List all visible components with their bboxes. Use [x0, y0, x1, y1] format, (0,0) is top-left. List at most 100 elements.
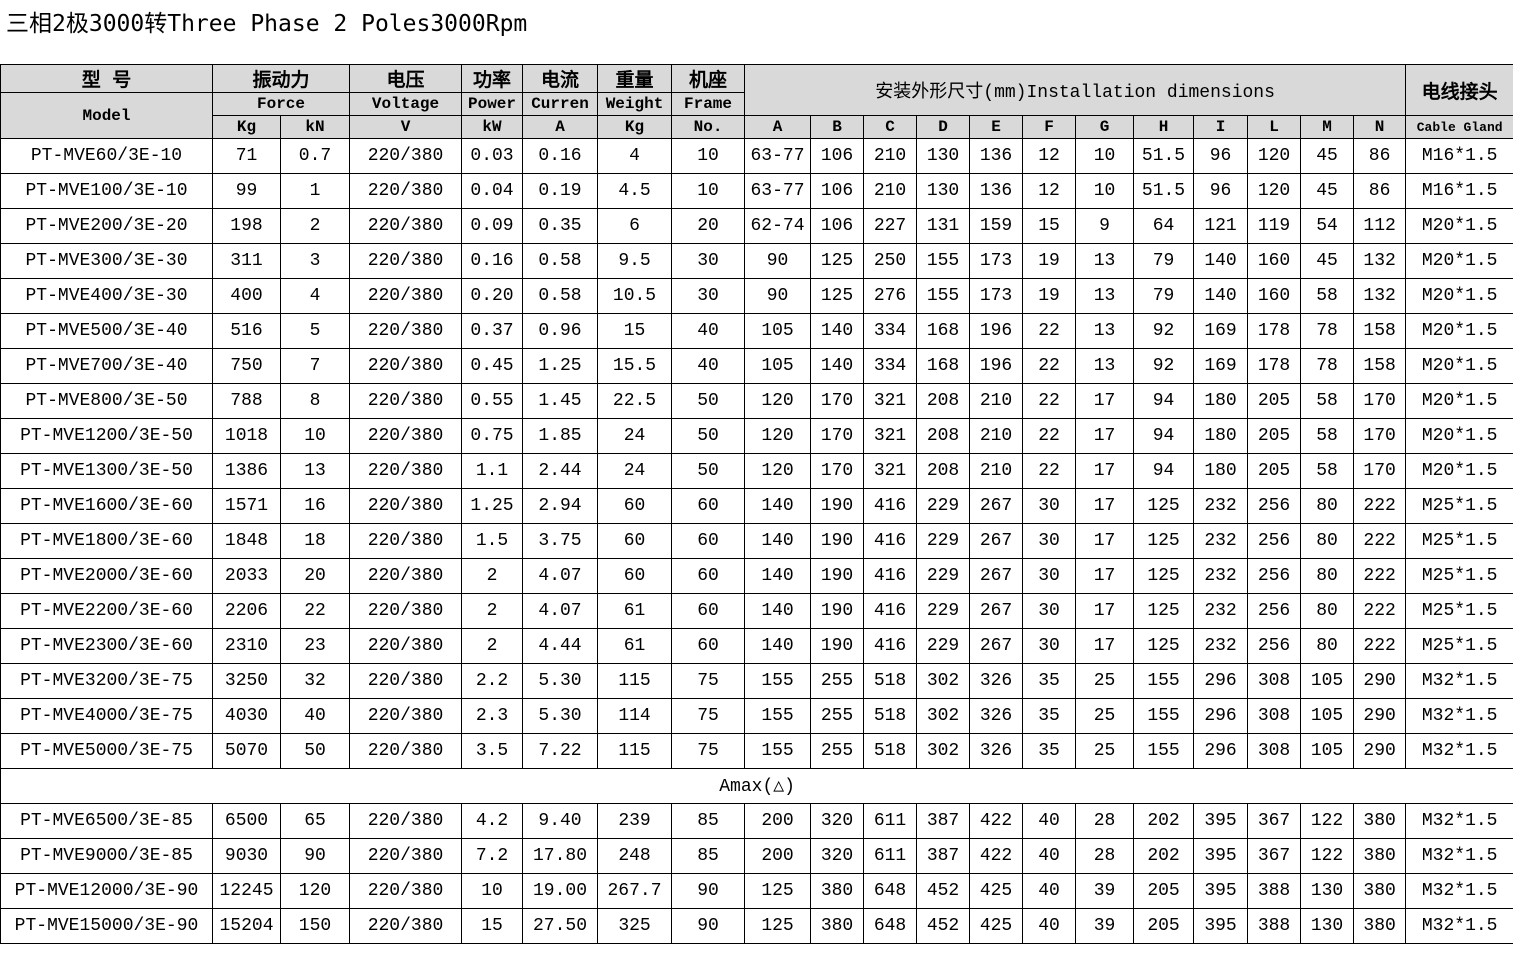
- value-cell: 17: [1075, 488, 1135, 524]
- value-cell: 256: [1247, 488, 1302, 524]
- value-cell: 22: [1022, 418, 1077, 454]
- value-cell: 120: [1247, 173, 1302, 209]
- value-cell: 452: [916, 908, 971, 944]
- value-cell: 232: [1193, 628, 1249, 664]
- value-cell: 267.7: [597, 873, 673, 909]
- value-cell: 416: [863, 523, 918, 559]
- value-cell: 61: [597, 628, 673, 664]
- value-cell: 58: [1300, 278, 1355, 314]
- value-cell: M20*1.5: [1405, 243, 1513, 279]
- value-cell: 0.19: [522, 173, 599, 209]
- value-cell: 125: [744, 908, 812, 944]
- value-cell: 155: [916, 278, 971, 314]
- value-cell: 80: [1300, 558, 1355, 594]
- value-cell: 3250: [212, 663, 281, 699]
- value-cell: 60: [671, 593, 746, 629]
- value-cell: 222: [1353, 558, 1407, 594]
- header-dim-i: I: [1193, 115, 1249, 139]
- value-cell: 120: [744, 418, 812, 454]
- value-cell: 17: [1075, 418, 1135, 454]
- value-cell: 308: [1247, 698, 1302, 734]
- value-cell: 9: [1075, 208, 1135, 244]
- value-cell: 220/380: [349, 663, 463, 699]
- value-cell: M25*1.5: [1405, 628, 1513, 664]
- value-cell: 208: [916, 383, 971, 419]
- value-cell: 85: [671, 803, 746, 839]
- value-cell: 19: [1022, 243, 1077, 279]
- header-voltage-en: Voltage: [349, 92, 463, 116]
- value-cell: 40: [671, 348, 746, 384]
- value-cell: 54: [1300, 208, 1355, 244]
- value-cell: M20*1.5: [1405, 383, 1513, 419]
- value-cell: 202: [1133, 838, 1195, 874]
- value-cell: 60: [597, 488, 673, 524]
- value-cell: 8: [279, 383, 351, 419]
- value-cell: 62-74: [744, 208, 812, 244]
- model-cell: PT-MVE700/3E-40: [0, 348, 213, 384]
- value-cell: 51.5: [1133, 173, 1195, 209]
- value-cell: 24: [597, 453, 673, 489]
- value-cell: 10: [1075, 173, 1135, 209]
- value-cell: M32*1.5: [1405, 908, 1513, 944]
- value-cell: 4.2: [461, 803, 524, 839]
- value-cell: M32*1.5: [1405, 663, 1513, 699]
- value-cell: 321: [863, 418, 918, 454]
- value-cell: 267: [969, 523, 1024, 559]
- value-cell: 125: [744, 873, 812, 909]
- value-cell: 395: [1193, 873, 1249, 909]
- value-cell: 208: [916, 418, 971, 454]
- value-cell: 302: [916, 733, 971, 769]
- value-cell: 220/380: [349, 733, 463, 769]
- value-cell: 200: [744, 838, 812, 874]
- value-cell: 320: [810, 803, 865, 839]
- value-cell: 12: [1022, 138, 1077, 174]
- value-cell: 170: [810, 383, 865, 419]
- value-cell: 10: [1075, 138, 1135, 174]
- value-cell: 99: [212, 173, 281, 209]
- value-cell: 50: [671, 418, 746, 454]
- value-cell: 13: [1075, 243, 1135, 279]
- header-force-kg: Kg: [212, 115, 281, 139]
- value-cell: 92: [1133, 348, 1195, 384]
- value-cell: 395: [1193, 838, 1249, 874]
- value-cell: 90: [744, 243, 812, 279]
- value-cell: 140: [744, 523, 812, 559]
- value-cell: 220/380: [349, 418, 463, 454]
- value-cell: 611: [863, 838, 918, 874]
- value-cell: 326: [969, 663, 1024, 699]
- value-cell: 60: [671, 558, 746, 594]
- value-cell: 388: [1247, 908, 1302, 944]
- value-cell: 94: [1133, 453, 1195, 489]
- value-cell: 51.5: [1133, 138, 1195, 174]
- value-cell: 13: [1075, 313, 1135, 349]
- value-cell: 40: [1022, 803, 1077, 839]
- value-cell: 28: [1075, 803, 1135, 839]
- value-cell: 325: [597, 908, 673, 944]
- value-cell: 5070: [212, 733, 281, 769]
- value-cell: 106: [810, 138, 865, 174]
- value-cell: M32*1.5: [1405, 873, 1513, 909]
- value-cell: 220/380: [349, 803, 463, 839]
- value-cell: 0.55: [461, 383, 524, 419]
- value-cell: 220/380: [349, 453, 463, 489]
- value-cell: 180: [1193, 453, 1249, 489]
- value-cell: 178: [1247, 348, 1302, 384]
- value-cell: 210: [969, 453, 1024, 489]
- value-cell: 256: [1247, 593, 1302, 629]
- value-cell: 40: [1022, 908, 1077, 944]
- header-dim-e: E: [969, 115, 1024, 139]
- value-cell: 267: [969, 558, 1024, 594]
- model-cell: PT-MVE6500/3E-85: [0, 803, 213, 839]
- value-cell: 78: [1300, 348, 1355, 384]
- value-cell: 180: [1193, 418, 1249, 454]
- value-cell: 130: [1300, 873, 1355, 909]
- table-row: PT-MVE2200/3E-60 2206 22 220/380 2 4.07 61 60 14…: [0, 593, 1513, 629]
- page-title: 三相2极3000转Three Phase 2 Poles3000Rpm: [6, 11, 528, 37]
- value-cell: 395: [1193, 908, 1249, 944]
- value-cell: 220/380: [349, 838, 463, 874]
- value-cell: 4: [597, 138, 673, 174]
- value-cell: 158: [1353, 313, 1407, 349]
- value-cell: M20*1.5: [1405, 208, 1513, 244]
- value-cell: 4.07: [522, 558, 599, 594]
- value-cell: 416: [863, 558, 918, 594]
